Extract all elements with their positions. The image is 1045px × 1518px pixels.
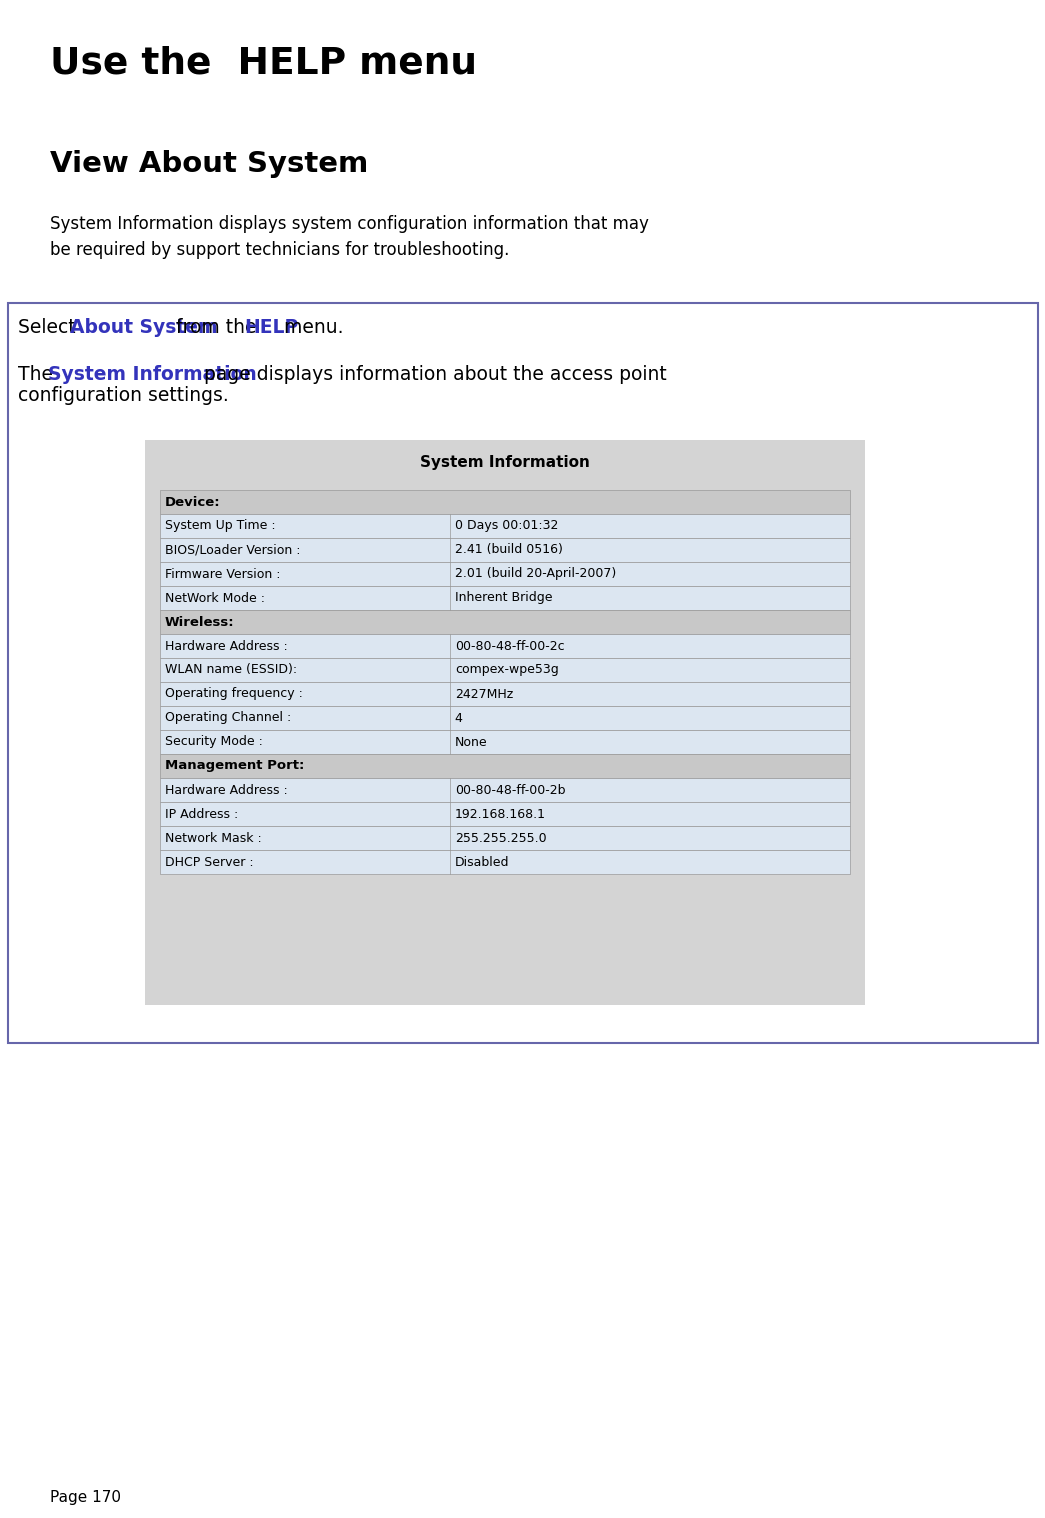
Bar: [160, 850, 850, 874]
Text: 00-80-48-ff-00-2c: 00-80-48-ff-00-2c: [455, 639, 564, 653]
Text: System Information displays system configuration information that may
be require: System Information displays system confi…: [50, 216, 649, 258]
Text: IP Address :: IP Address :: [165, 808, 238, 821]
Text: Firmware Version :: Firmware Version :: [165, 568, 280, 580]
Text: Security Mode :: Security Mode :: [165, 736, 263, 748]
Text: None: None: [455, 736, 487, 748]
Text: from the: from the: [170, 317, 263, 337]
Text: 2.01 (build 20-April-2007): 2.01 (build 20-April-2007): [455, 568, 617, 580]
Text: HELP: HELP: [245, 317, 299, 337]
Text: Operating Channel :: Operating Channel :: [165, 712, 292, 724]
Text: Inherent Bridge: Inherent Bridge: [455, 592, 553, 604]
Bar: [160, 802, 850, 826]
Bar: [160, 515, 850, 537]
Text: page displays information about the access point: page displays information about the acce…: [199, 364, 667, 384]
Text: Wireless:: Wireless:: [165, 615, 235, 628]
Bar: [160, 586, 850, 610]
Text: System Information: System Information: [420, 455, 590, 471]
Text: 2427MHz: 2427MHz: [455, 688, 513, 700]
Text: 2.41 (build 0516): 2.41 (build 0516): [455, 543, 562, 557]
Text: View About System: View About System: [50, 150, 368, 178]
Bar: [160, 779, 850, 802]
Bar: [160, 610, 850, 635]
Text: Select: Select: [18, 317, 82, 337]
Text: 192.168.168.1: 192.168.168.1: [455, 808, 545, 821]
Bar: [160, 537, 850, 562]
Bar: [160, 706, 850, 730]
Bar: [160, 730, 850, 754]
Text: menu.: menu.: [278, 317, 344, 337]
Text: WLAN name (ESSID):: WLAN name (ESSID):: [165, 663, 297, 677]
Bar: [145, 440, 865, 1005]
Text: BIOS/Loader Version :: BIOS/Loader Version :: [165, 543, 301, 557]
Text: DHCP Server :: DHCP Server :: [165, 856, 254, 868]
Text: Management Port:: Management Port:: [165, 759, 304, 773]
Text: 0 Days 00:01:32: 0 Days 00:01:32: [455, 519, 558, 533]
Text: About System: About System: [70, 317, 217, 337]
Text: 255.255.255.0: 255.255.255.0: [455, 832, 547, 844]
Text: Device:: Device:: [165, 495, 220, 509]
Text: Network Mask :: Network Mask :: [165, 832, 261, 844]
Text: NetWork Mode :: NetWork Mode :: [165, 592, 265, 604]
Text: 4: 4: [455, 712, 463, 724]
Bar: [160, 682, 850, 706]
Text: System Information: System Information: [48, 364, 256, 384]
Bar: [160, 657, 850, 682]
Text: Hardware Address :: Hardware Address :: [165, 639, 287, 653]
Text: Page 170: Page 170: [50, 1491, 121, 1504]
Text: Disabled: Disabled: [455, 856, 509, 868]
Text: Use the  HELP menu: Use the HELP menu: [50, 46, 477, 80]
Bar: [160, 826, 850, 850]
Text: The: The: [18, 364, 59, 384]
Text: Hardware Address :: Hardware Address :: [165, 783, 287, 797]
Bar: [160, 754, 850, 779]
Text: Operating frequency :: Operating frequency :: [165, 688, 303, 700]
Bar: [160, 490, 850, 515]
Bar: [8, 304, 1038, 1043]
Text: compex-wpe53g: compex-wpe53g: [455, 663, 558, 677]
Bar: [160, 635, 850, 657]
Text: configuration settings.: configuration settings.: [18, 386, 229, 405]
Text: 00-80-48-ff-00-2b: 00-80-48-ff-00-2b: [455, 783, 565, 797]
Text: System Up Time :: System Up Time :: [165, 519, 276, 533]
Bar: [160, 562, 850, 586]
